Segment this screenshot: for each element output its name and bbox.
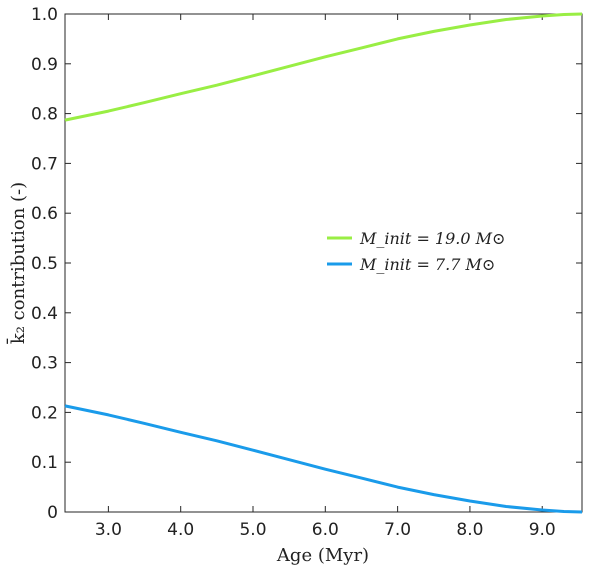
y-tick-label: 0.9	[31, 55, 58, 75]
x-tick-label: 4.0	[167, 520, 194, 540]
y-tick-label: 0.3	[31, 354, 58, 374]
y-tick-label: 0.7	[31, 154, 58, 174]
x-tick-label: 9.0	[529, 520, 556, 540]
y-tick-label: 0.5	[31, 254, 58, 274]
y-tick-label: 0	[47, 503, 58, 523]
y-axis-label: k̄₂ contribution (-)	[5, 182, 29, 345]
y-tick-label: 0.4	[31, 304, 58, 324]
y-tick-label: 0.2	[31, 403, 58, 423]
plot-frame	[64, 13, 583, 513]
series-line-0	[64, 12, 583, 122]
x-tick-label: 3.0	[95, 520, 122, 540]
x-axis-label: Age (Myr)	[276, 545, 369, 566]
y-tick-label: 0.6	[31, 204, 58, 224]
y-tick-label: 0.8	[31, 105, 58, 125]
x-tick-label: 7.0	[384, 520, 411, 540]
x-axis-ticks: 3.0 4.0 5.0 6.0 7.0 8.0 9.0	[95, 14, 556, 540]
legend-label-19: M_init = 19.0 M⊙	[359, 229, 505, 248]
y-tick-label: 0.1	[31, 453, 58, 473]
x-tick-label: 8.0	[456, 520, 483, 540]
legend: M_init = 19.0 M⊙ M_init = 7.7 M⊙	[327, 229, 505, 274]
x-tick-label: 5.0	[239, 520, 266, 540]
series-layer	[64, 12, 583, 514]
legend-label-7: M_init = 7.7 M⊙	[359, 255, 495, 274]
y-tick-label: 1.0	[31, 5, 58, 25]
series-line-1	[64, 404, 583, 514]
y-axis-ticks: 0 0.1 0.2 0.3 0.4 0.5 0.6 0.7 0.8 0.9 1.0	[31, 5, 582, 523]
x-tick-label: 6.0	[312, 520, 339, 540]
